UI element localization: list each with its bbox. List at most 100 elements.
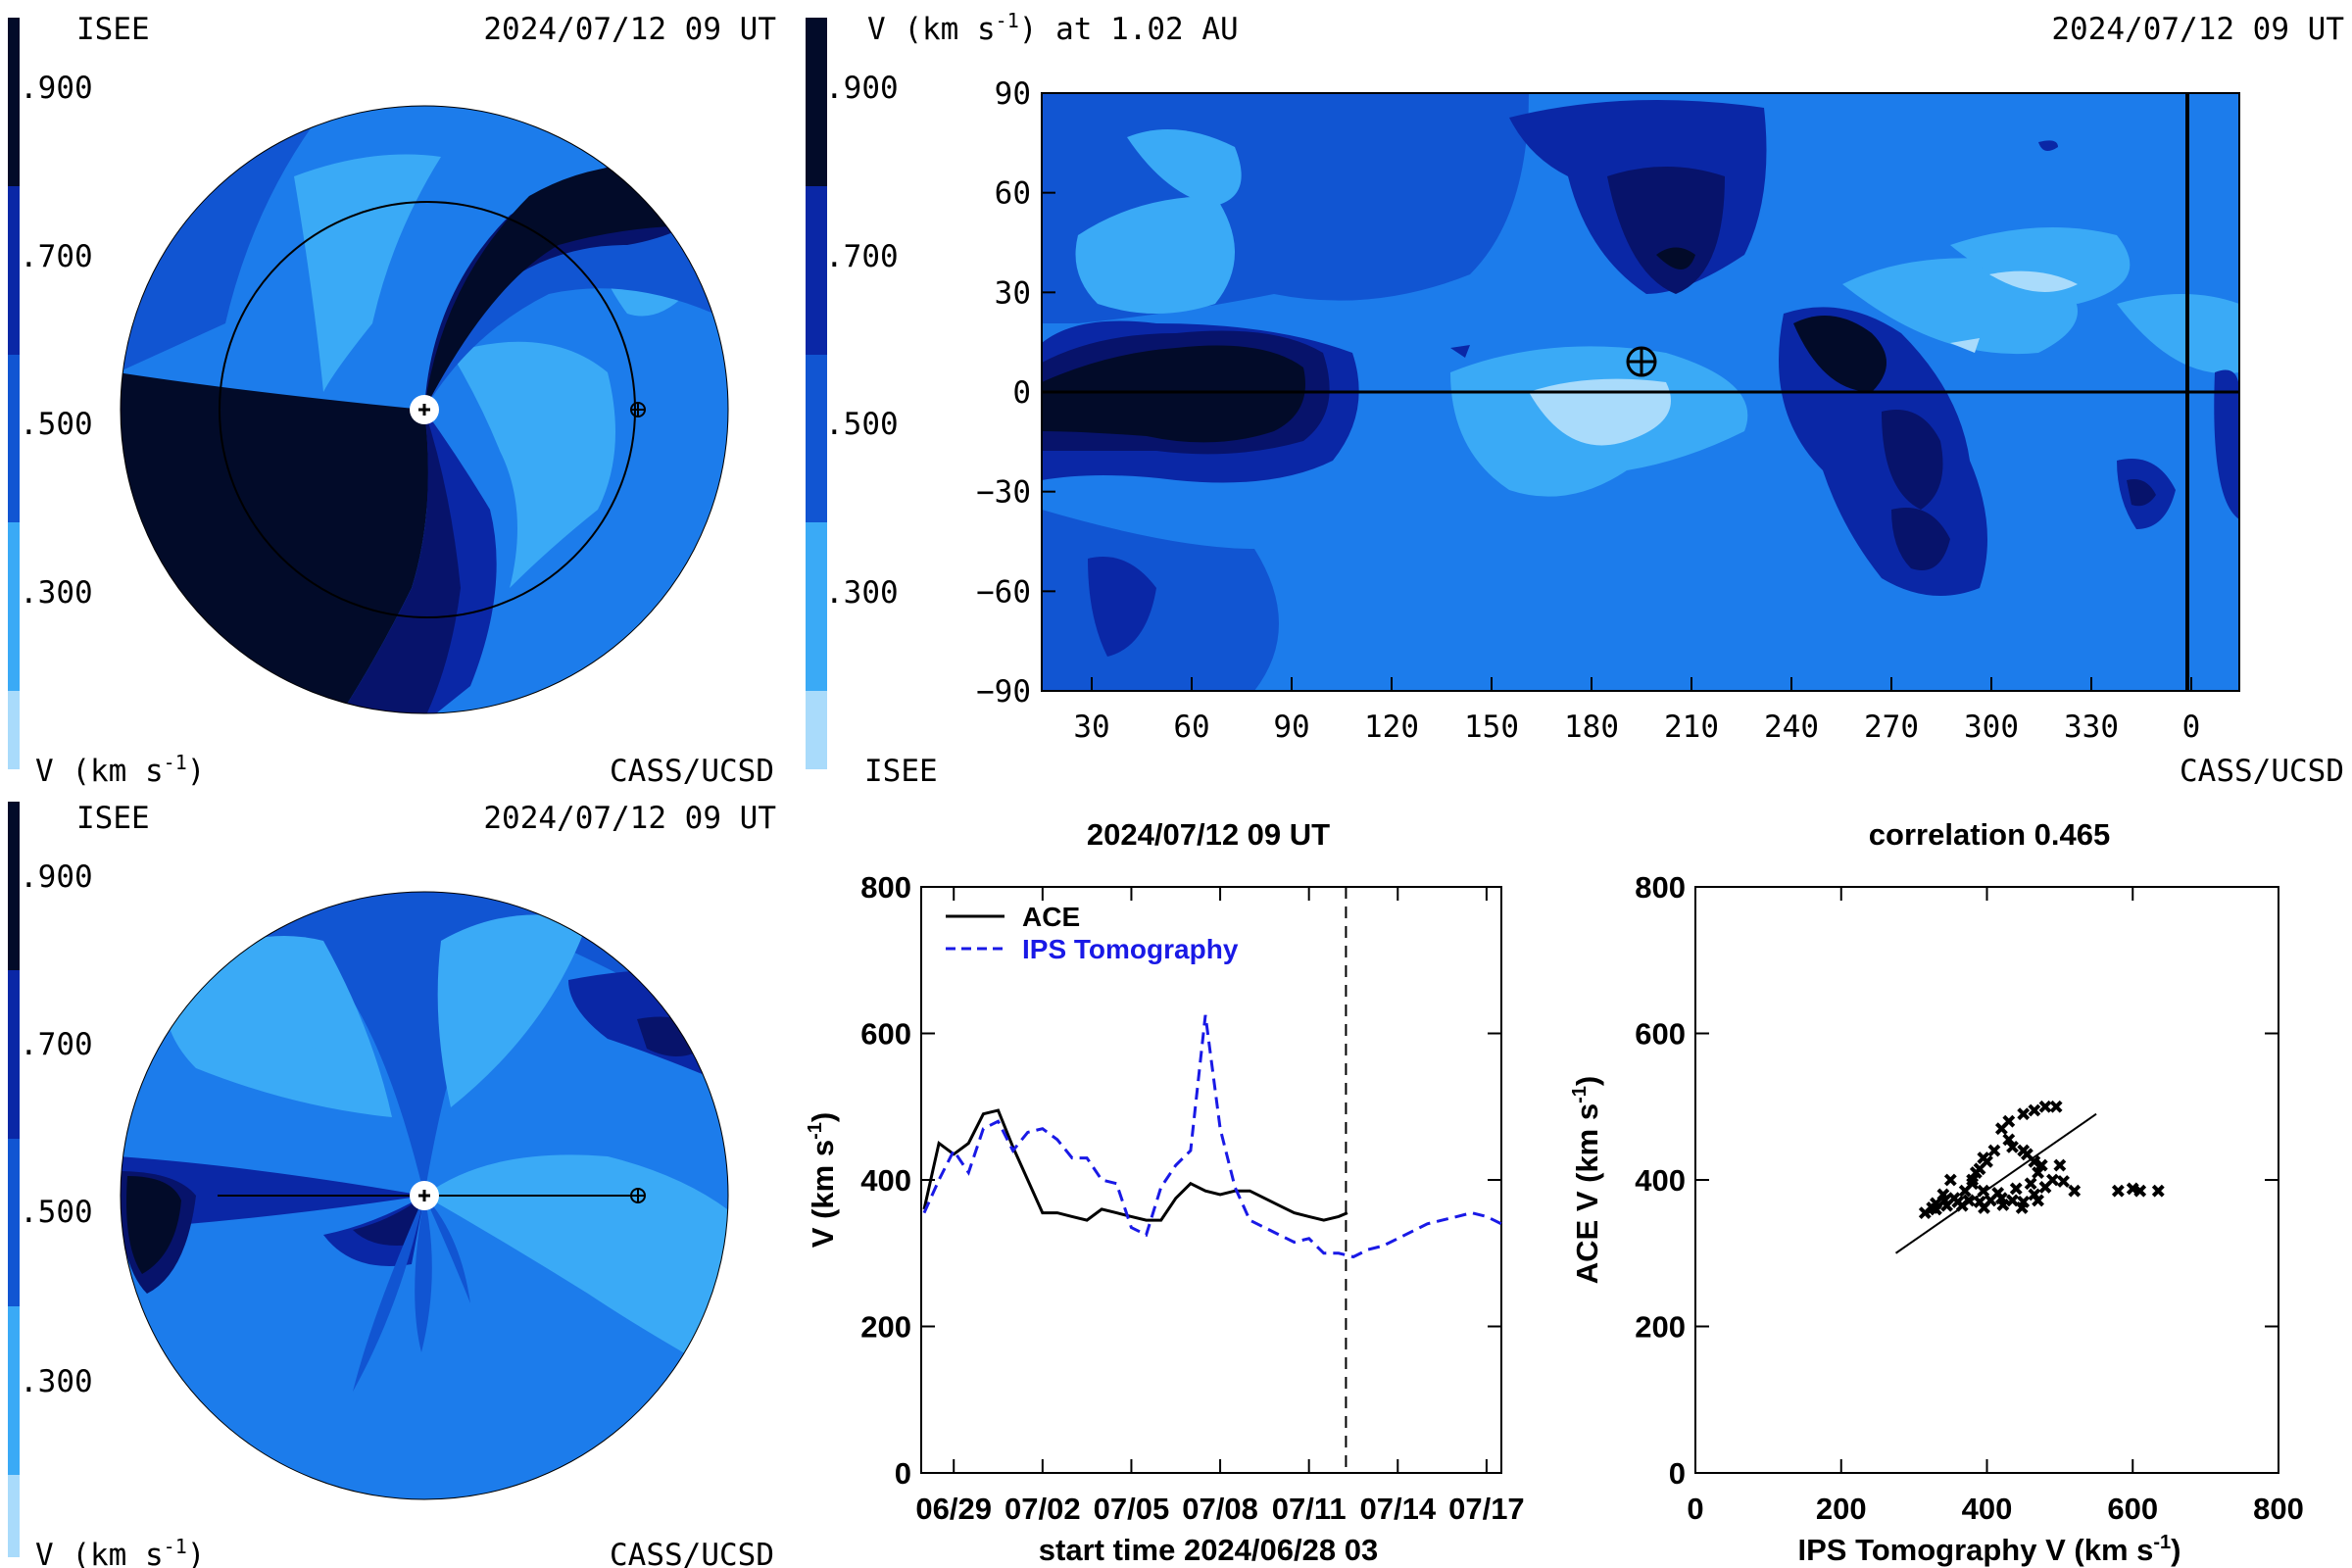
cb-tick: .900	[20, 859, 93, 895]
top-right-header: V (km s-1) at 1.02 AU	[867, 9, 1239, 47]
scatter-fit-line	[1894, 1112, 2097, 1254]
scatter-x-tick-label: 800	[2253, 1492, 2304, 1526]
ips-tomography-series-line	[922, 1014, 1502, 1259]
time-series-title: 2024/07/12 09 UT	[1087, 817, 1330, 852]
ts-y-tick-label: 200	[860, 1310, 911, 1345]
cb-tick: .300	[20, 575, 93, 611]
scatter-y-tick-label: 600	[1635, 1017, 1686, 1052]
map-y-tick-label: −90	[976, 674, 1031, 710]
scatter-point	[2006, 1140, 2019, 1153]
scatter-point	[2111, 1184, 2125, 1198]
scatter-point	[1958, 1184, 1972, 1198]
map-x-tick-label: 180	[1564, 710, 1619, 745]
cb-tick: .300	[20, 1364, 93, 1399]
top-right-colorbar-ticks: .900 .700 .500 .300	[825, 71, 899, 611]
scatter-point	[2017, 1144, 2031, 1157]
scatter-point	[2032, 1166, 2044, 1179]
scatter-x-tick-label: 0	[1687, 1492, 1703, 1526]
cb-tick: .500	[825, 407, 899, 442]
scatter-point	[2002, 1114, 2016, 1128]
map-x-tick-label: 300	[1964, 710, 2019, 745]
bottom-left-colorbar-ticks: .900 .700 .500 .300	[20, 859, 93, 1399]
bottom-left-isee-label: ISEE	[76, 801, 150, 836]
map-x-tick-label: 330	[2064, 710, 2119, 745]
map-y-tick-label: 90	[995, 76, 1031, 112]
sun-cross	[418, 404, 430, 416]
ts-y-tick-label: 400	[860, 1163, 911, 1198]
scatter-title: correlation 0.465	[1869, 817, 2110, 852]
time-series-frame	[920, 886, 1502, 1474]
scatter-point	[2034, 1158, 2048, 1172]
map-earth-marker	[1626, 346, 1657, 377]
scatter-point	[1966, 1173, 1980, 1187]
scatter-point	[2015, 1200, 2029, 1214]
map-x-tick-label: 30	[1073, 710, 1109, 745]
ts-x-tick-label: 07/14	[1359, 1492, 1436, 1526]
ts-y-tick-label: 600	[860, 1017, 911, 1052]
bottom-left-units: V (km s-1)	[35, 1535, 205, 1568]
earth-marker	[630, 1188, 646, 1203]
legend-ace-label: ACE	[1022, 902, 1080, 932]
bottom-left-disk-outline	[120, 891, 729, 1500]
scatter-y-tick-label: 800	[1635, 870, 1686, 905]
scatter-point	[1926, 1200, 1939, 1214]
ts-x-tick-label: 07/02	[1004, 1492, 1081, 1526]
legend-ips-label: IPS Tomography	[1022, 934, 1239, 964]
scatter-xlabel: IPS Tomography V (km s-1)	[1797, 1532, 2180, 1567]
scatter-y-tick-label: 200	[1635, 1310, 1686, 1345]
scatter-point	[2038, 1100, 2052, 1113]
scatter-point	[1991, 1187, 2005, 1200]
map-x-tick-label: 240	[1764, 710, 1819, 745]
map-x-tick-label: 0	[2182, 710, 2201, 745]
bottom-left-panel: .900 .700 .500 .300 ISEE 2024/07/12 09 U…	[8, 801, 776, 1568]
scatter-x-ticks: 0 200 400 600 800	[1687, 887, 2304, 1526]
ace-series-line	[922, 1108, 1348, 1222]
map-y-ticks: 90 60 30 0 −30 −60 −90	[976, 76, 1055, 710]
ts-y-tick-label: 800	[860, 870, 911, 905]
map-y-tick-label: 0	[1012, 375, 1031, 411]
cb-tick: .500	[20, 1195, 93, 1230]
scatter-point	[2046, 1173, 2059, 1187]
time-series-xlabel: start time 2024/06/28 03	[1039, 1533, 1378, 1567]
scatter-point	[2053, 1158, 2067, 1172]
time-series-ylabel: V (km s-1)	[805, 1112, 840, 1248]
scatter-point	[1987, 1144, 2001, 1157]
scatter-points	[1918, 1100, 2165, 1220]
scatter-y-ticks: 0 200 400 600 800	[1635, 870, 2278, 1491]
top-right-colorbar	[806, 18, 827, 769]
top-left-cass-label: CASS/UCSD	[610, 754, 774, 789]
map-y-tick-label: −60	[976, 574, 1031, 610]
top-left-panel: .900 .700 .500 .300 ISEE 2024/07/12 09 U…	[8, 12, 776, 789]
scatter-point	[2049, 1100, 2063, 1113]
scatter-point	[2057, 1175, 2071, 1188]
scatter-point	[1996, 1199, 2010, 1211]
map-x-tick-label: 60	[1173, 710, 1209, 745]
scatter-x-tick-label: 200	[1816, 1492, 1867, 1526]
scatter-point	[2002, 1133, 2016, 1147]
map-y-tick-label: 30	[995, 275, 1031, 311]
top-left-timestamp: 2024/07/12 09 UT	[483, 12, 776, 47]
top-left-units: V (km s-1)	[35, 751, 205, 789]
scatter-point	[2009, 1182, 2023, 1196]
earth-marker	[630, 402, 646, 417]
ts-x-tick-label: 07/05	[1094, 1492, 1170, 1526]
top-left-isee-label: ISEE	[76, 12, 150, 47]
cb-tick: .900	[20, 71, 93, 106]
scatter-point	[2133, 1184, 2147, 1198]
scatter-point	[2151, 1184, 2165, 1198]
top-right-cass-label: CASS/UCSD	[2180, 754, 2344, 789]
cb-tick: .700	[825, 239, 899, 274]
cb-tick: .700	[20, 1027, 93, 1062]
time-series-panel: 2024/07/12 09 UT 0 200 400 600 800 06/29 07/0…	[805, 817, 1525, 1567]
sun-cross	[418, 1190, 430, 1201]
time-series-y-ticks: 0 200 400 600 800	[860, 870, 1501, 1491]
map-y-tick-label: −30	[976, 475, 1031, 511]
cb-tick: .500	[20, 407, 93, 442]
time-series-legend: ACE IPS Tomography	[946, 902, 1239, 964]
cb-tick: .900	[825, 71, 899, 106]
scatter-point	[2028, 1103, 2041, 1117]
scatter-point	[1981, 1154, 1993, 1168]
scatter-x-tick-label: 600	[2107, 1492, 2158, 1526]
scatter-point	[2024, 1177, 2037, 1191]
ts-x-tick-label: 06/29	[915, 1492, 992, 1526]
